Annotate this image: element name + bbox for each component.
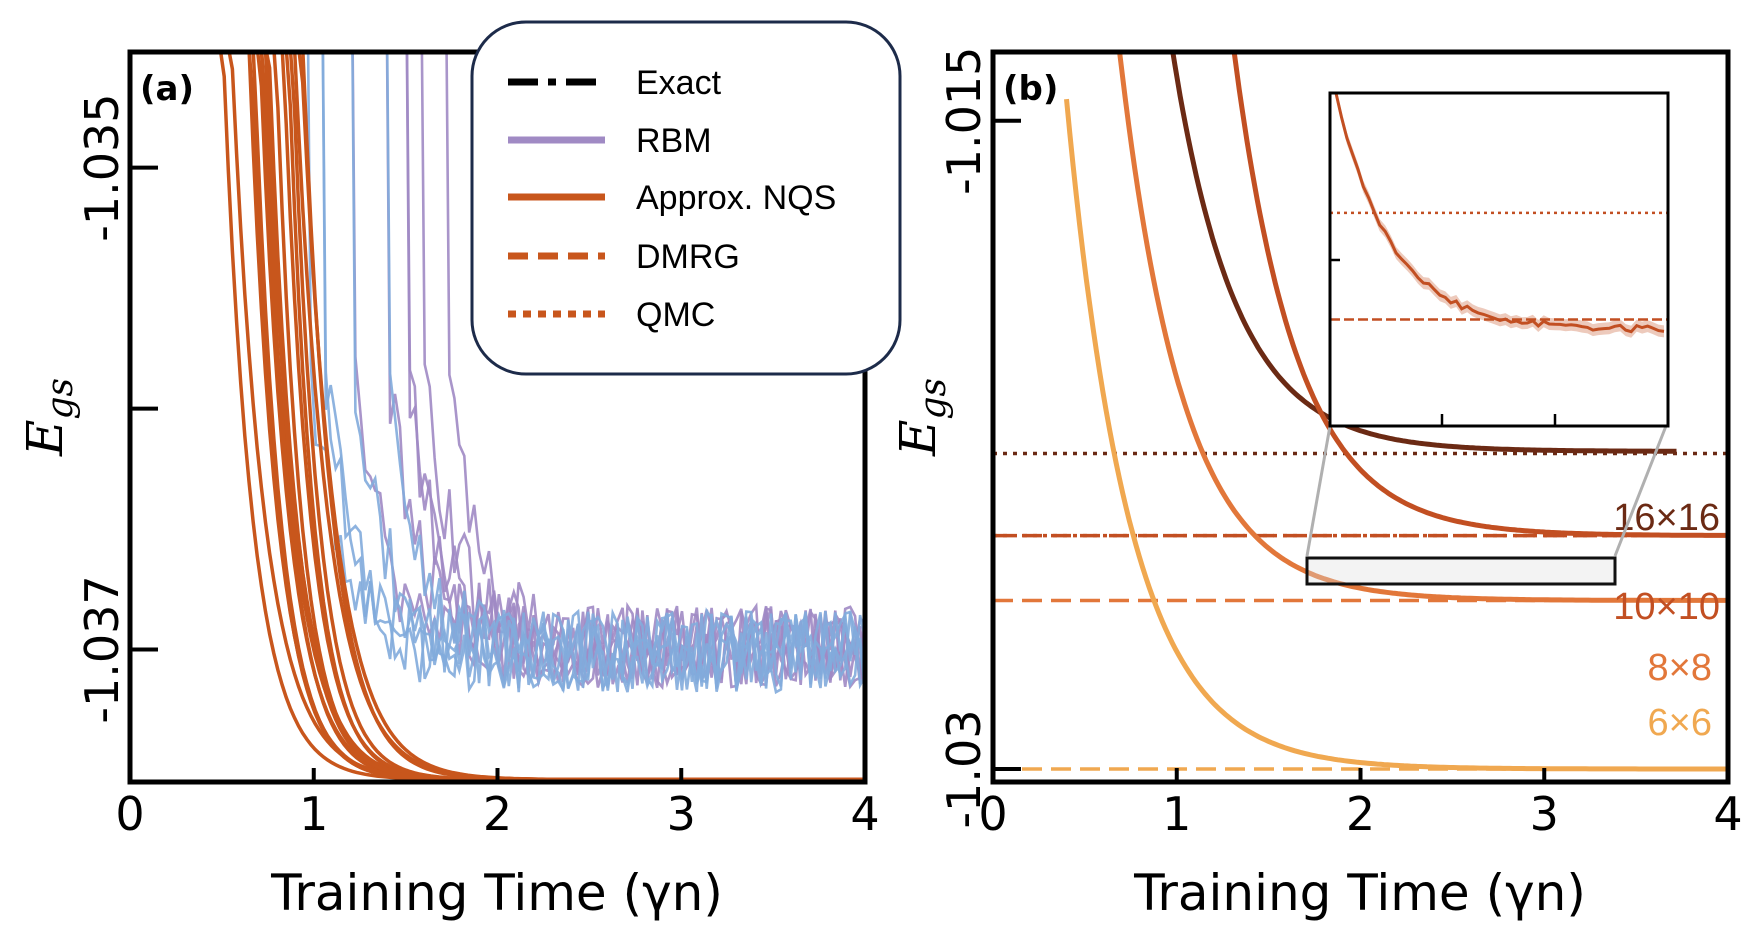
panel-b: 0 1 2 3 4-1.03-1.015 (b) Training Time (γn) … [889, 47, 1743, 922]
panel-a-xtick-label: 0 [115, 787, 144, 841]
size-label-6x6: 6×6 [1648, 702, 1712, 744]
inset-connector-left [1305, 425, 1332, 557]
panel-b-ylabel: Egs [889, 378, 954, 457]
legend-label-qmc: QMC [636, 296, 715, 334]
panel-b-xtick-label: 3 [1530, 787, 1559, 841]
panel-b-xtick-label: 1 [1162, 787, 1191, 841]
legend-entry-approx-nqs: Approx. NQS [508, 179, 836, 217]
panel-a-ylabel-main: E [16, 420, 74, 458]
panel-a-xlabel: Training Time (γn) [270, 864, 723, 922]
panel-a-ticks: 0 1 2 3 4 -1.037 -1.035 [75, 93, 880, 841]
panel-a: 0 1 2 3 4 -1.037 -1.035 (a) Training Time (γn)… [16, 20, 902, 922]
panel-a-ytick-label: -1.037 [75, 575, 129, 723]
panel-b-ytick-label: -1.03 [937, 710, 991, 829]
legend: Exact RBM Approx. NQS DMRG QMC [470, 20, 902, 376]
legend-label-approx-nqs: Approx. NQS [636, 179, 836, 217]
legend-label-dmrg: DMRG [636, 238, 740, 276]
size-label-8x8: 8×8 [1648, 647, 1712, 689]
legend-box [470, 20, 902, 376]
panel-a-xtick-label: 3 [667, 787, 696, 841]
legend-entry-rbm: RBM [508, 122, 712, 160]
panel-b-xtick-label: 4 [1713, 787, 1742, 841]
panel-a-ylabel: Egs [16, 378, 81, 457]
approx-nqs-curve [1231, 52, 1728, 538]
rbm-curve [420, 52, 865, 690]
size-label-10x10: 10×10 [1613, 586, 1720, 628]
panel-b-xlabel: Training Time (γn) [1133, 864, 1586, 922]
inset-connector-right [1613, 425, 1668, 557]
panel-b-ylabel-sub: gs [913, 378, 954, 420]
panel-b-xtick-label: 2 [1346, 787, 1375, 841]
zoom-region-box [1305, 556, 1617, 586]
panel-b-ytick-label: -1.015 [937, 47, 991, 195]
legend-entry-qmc: QMC [508, 296, 715, 334]
panel-b-ylabel-main: E [889, 420, 947, 458]
approx-nqs-curve [1064, 98, 1728, 772]
inset [1328, 91, 1670, 428]
panel-a-xtick-label: 1 [299, 787, 328, 841]
panel-a-ytick-label: -1.035 [75, 93, 129, 241]
approx-nqs-curve [1170, 52, 1677, 454]
panel-a-ylabel-sub: gs [40, 378, 81, 420]
panel-b-ticks: 0 1 2 3 4 -1.03 -1.015 [937, 47, 1743, 841]
legend-label-rbm: RBM [636, 122, 712, 160]
svg-text:Egs: Egs [16, 378, 81, 457]
inset-nqs-curve [1334, 93, 1665, 334]
legend-label-exact: Exact [636, 64, 722, 102]
panel-a-label: (a) [140, 69, 194, 109]
inset-background [1330, 93, 1668, 426]
legend-entry-exact: Exact [508, 64, 722, 102]
panel-a-xtick-label: 4 [850, 787, 879, 841]
panel-b-xtick-label: 0 [978, 787, 1007, 841]
approx-nqs-curve [1117, 52, 1728, 603]
inset-plot-area [1330, 93, 1668, 338]
svg-text:Egs: Egs [889, 378, 954, 457]
legend-entry-dmrg: DMRG [508, 238, 740, 276]
panel-a-xtick-label: 2 [483, 787, 512, 841]
panel-b-label: (b) [1003, 69, 1058, 109]
